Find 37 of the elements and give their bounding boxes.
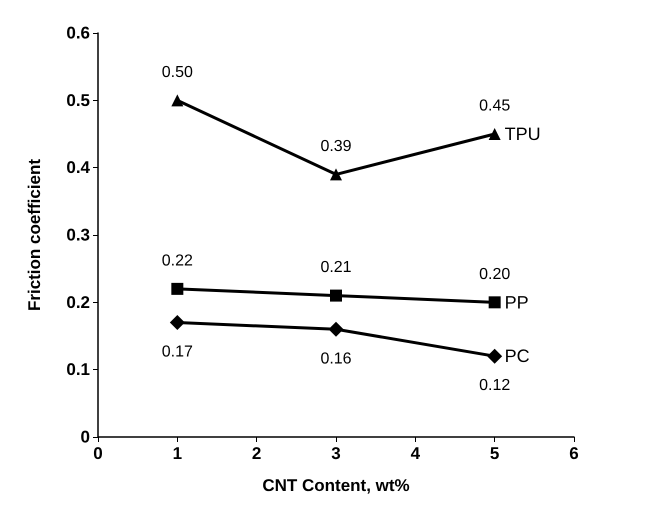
y-tick-label: 0 bbox=[80, 428, 90, 446]
point bbox=[171, 282, 184, 295]
y-tick-label: 0.3 bbox=[66, 226, 90, 244]
series-label: PC bbox=[504, 346, 530, 366]
data-label: 0.16 bbox=[320, 350, 352, 368]
x-tick-label: 5 bbox=[490, 444, 500, 463]
y-tick-label: 0.1 bbox=[66, 360, 90, 380]
x-tick-label: 0 bbox=[93, 444, 103, 463]
point bbox=[330, 290, 342, 302]
point bbox=[330, 168, 342, 180]
data-label: 0.20 bbox=[479, 266, 510, 283]
point bbox=[488, 296, 501, 308]
series-label: TPU bbox=[504, 124, 541, 144]
series-label: PP bbox=[504, 292, 529, 312]
x-axis-title: CNT Content, wt% bbox=[262, 476, 410, 495]
point bbox=[328, 322, 344, 337]
x-tick-label: 3 bbox=[331, 444, 341, 463]
y-tick-label: 0.2 bbox=[66, 292, 90, 312]
y-tick-label: 0.5 bbox=[66, 90, 90, 110]
point bbox=[487, 348, 502, 364]
point bbox=[171, 94, 184, 106]
data-label: 0.17 bbox=[162, 344, 194, 361]
data-label: 0.50 bbox=[162, 64, 194, 81]
data-label: 0.39 bbox=[320, 138, 352, 155]
point bbox=[170, 315, 185, 330]
y-axis-title: Friction coefficient bbox=[25, 158, 44, 312]
x-tick-label: 2 bbox=[252, 444, 262, 463]
x-tick-label: 4 bbox=[410, 444, 421, 463]
y-tick-label: 0.4 bbox=[66, 158, 91, 178]
data-label: 0.22 bbox=[162, 252, 194, 270]
y-tick-label: 0.6 bbox=[66, 24, 90, 42]
x-tick-label: 1 bbox=[172, 444, 182, 463]
data-label: 0.21 bbox=[320, 259, 352, 276]
x-tick-label: 6 bbox=[569, 444, 579, 463]
point bbox=[488, 128, 501, 140]
data-label: 0.45 bbox=[479, 98, 510, 114]
data-label: 0.12 bbox=[479, 377, 510, 394]
